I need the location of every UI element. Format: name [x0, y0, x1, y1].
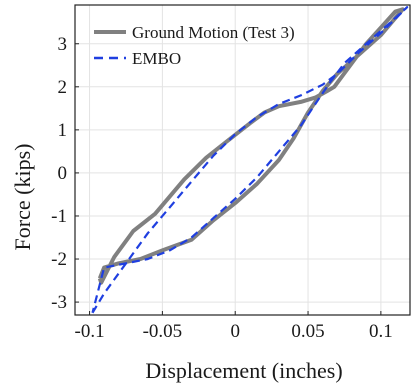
y-tick-label: 0	[58, 163, 68, 184]
x-tick-label: 0	[230, 321, 240, 342]
y-axis-label: Force (kips)	[10, 144, 35, 251]
y-tick-label: 3	[58, 34, 68, 55]
series-ground-motion-line	[97, 7, 405, 285]
x-tick-label: -0.1	[75, 321, 105, 342]
grid	[75, 5, 410, 315]
legend: Ground Motion (Test 3) EMBO	[94, 23, 295, 68]
legend-label-embo: EMBO	[132, 49, 181, 68]
plot-frame	[74, 4, 411, 316]
x-tick-label: 0.05	[291, 321, 324, 342]
series-embo-line	[91, 6, 409, 314]
y-tick-label: 2	[58, 77, 68, 98]
y-tick-label: -2	[51, 249, 67, 270]
x-tick-label: 0.1	[369, 321, 393, 342]
legend-label-ground-motion: Ground Motion (Test 3)	[132, 23, 295, 42]
x-axis-label: Displacement (inches)	[145, 358, 342, 383]
data-curves	[91, 6, 409, 314]
y-tick-label: 1	[58, 120, 68, 141]
tick-labels: -0.1 -0.05 0 0.05 0.1 -3 -2 -1 0 1 2 3	[51, 34, 393, 342]
y-tick-label: -3	[51, 292, 67, 313]
y-tick-label: -1	[51, 206, 67, 227]
x-tick-label: -0.05	[143, 321, 183, 342]
